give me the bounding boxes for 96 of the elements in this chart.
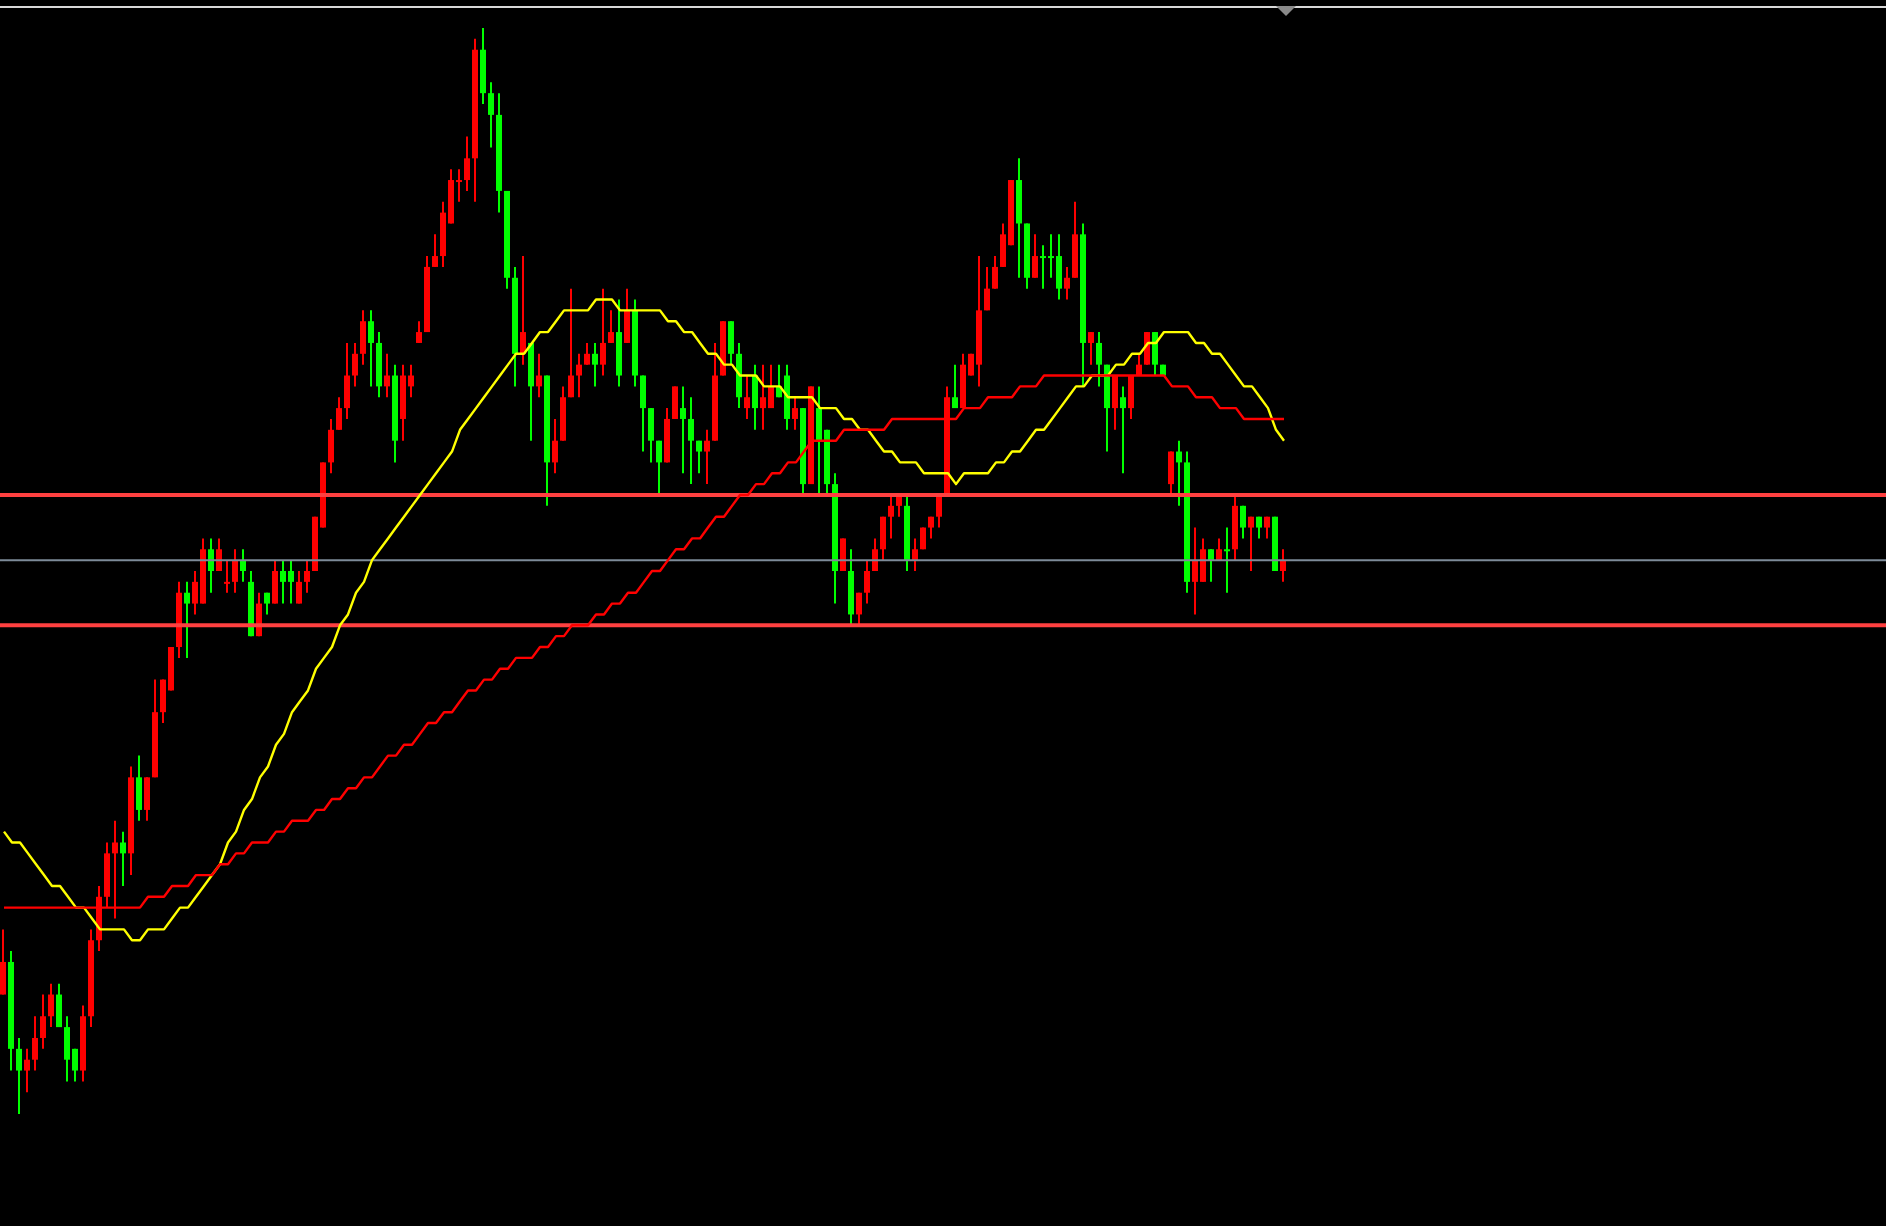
candlestick <box>696 439 702 475</box>
candlestick <box>816 385 822 496</box>
candlestick <box>704 428 710 486</box>
candlestick <box>488 81 494 149</box>
candlestick <box>640 374 646 453</box>
candlestick <box>120 830 126 887</box>
candlestick <box>1064 265 1070 301</box>
candlestick <box>1088 331 1094 366</box>
candlestick <box>1056 233 1062 301</box>
candlestick <box>352 341 358 388</box>
candlestick <box>1032 233 1038 279</box>
candlestick <box>56 982 62 1029</box>
candlestick <box>792 396 798 431</box>
candlestick <box>784 363 790 431</box>
candlestick <box>296 570 302 605</box>
candlestick <box>24 1047 30 1094</box>
candlestick <box>384 352 390 399</box>
candlestick <box>1192 526 1198 616</box>
candlestick <box>600 287 606 377</box>
candlestick <box>224 559 230 594</box>
candlestick <box>880 515 886 562</box>
candlestick <box>592 341 598 388</box>
candlestick <box>1152 331 1158 377</box>
candlestick <box>888 493 894 540</box>
candlestick <box>624 287 630 344</box>
candlestick <box>272 559 278 605</box>
candlestick <box>560 385 566 442</box>
candlestick <box>376 331 382 399</box>
candlestick <box>728 320 734 366</box>
candlestick <box>280 559 286 605</box>
candlestick <box>1240 504 1246 540</box>
candlestick <box>1232 493 1238 562</box>
candlestick <box>864 559 870 605</box>
candlestick <box>856 591 862 627</box>
candlestick <box>520 255 526 366</box>
candlestick <box>528 341 534 442</box>
candlestick <box>736 341 742 410</box>
candlestick <box>656 439 662 496</box>
candlestick <box>16 1036 22 1114</box>
candlestick <box>680 385 686 475</box>
candlestick <box>952 363 958 410</box>
candlestick <box>1280 548 1286 583</box>
candlestick <box>984 265 990 312</box>
candlestick <box>464 135 470 192</box>
candlestick <box>936 493 942 529</box>
candlestick <box>368 309 374 388</box>
candlestick <box>752 363 758 431</box>
candlestick <box>304 559 310 594</box>
candlestick <box>1200 537 1206 583</box>
candlestick <box>48 982 54 1029</box>
candlestick <box>1176 439 1182 507</box>
candlestick <box>1096 331 1102 388</box>
candlestick <box>400 363 406 442</box>
candlestick <box>336 396 342 431</box>
candlestick <box>480 28 486 106</box>
candlestick <box>536 352 542 399</box>
candlestick <box>288 559 294 605</box>
candlestick <box>240 548 246 583</box>
candlestick <box>1224 526 1230 594</box>
candlestick <box>416 320 422 344</box>
candlestick <box>432 233 438 268</box>
candlestick <box>40 993 46 1050</box>
candlestick <box>760 363 766 431</box>
candlestick <box>1016 157 1022 279</box>
candlestick <box>992 255 998 290</box>
candlestick <box>1168 450 1174 496</box>
candlestick <box>344 341 350 420</box>
candlestick <box>208 537 214 594</box>
candlestick <box>232 548 238 594</box>
candlestick <box>584 341 590 366</box>
candlestick <box>1208 548 1214 583</box>
candlestick <box>1040 244 1046 290</box>
candlestick <box>1248 515 1254 572</box>
candlestick <box>664 407 670 464</box>
candlestick <box>568 287 574 399</box>
candlestick <box>184 580 190 659</box>
candlestick <box>1120 385 1126 475</box>
candlestick <box>608 309 614 344</box>
candlestick <box>744 374 750 420</box>
candlestick <box>552 417 558 475</box>
candlestick <box>32 1015 38 1072</box>
candlestick <box>144 776 150 822</box>
candlestick <box>616 298 622 388</box>
candlestick <box>328 417 334 475</box>
candlestick <box>576 352 582 399</box>
candlestick <box>136 754 142 822</box>
candlestick <box>648 407 654 464</box>
candlestick <box>688 396 694 486</box>
candlestick <box>1104 363 1110 453</box>
candlestick <box>1072 200 1078 279</box>
candlestick <box>912 537 918 572</box>
candlestick <box>0 928 6 996</box>
candlestick <box>64 1015 70 1083</box>
candlestick <box>848 548 854 627</box>
candlestick <box>768 363 774 410</box>
candlestick <box>360 309 366 366</box>
